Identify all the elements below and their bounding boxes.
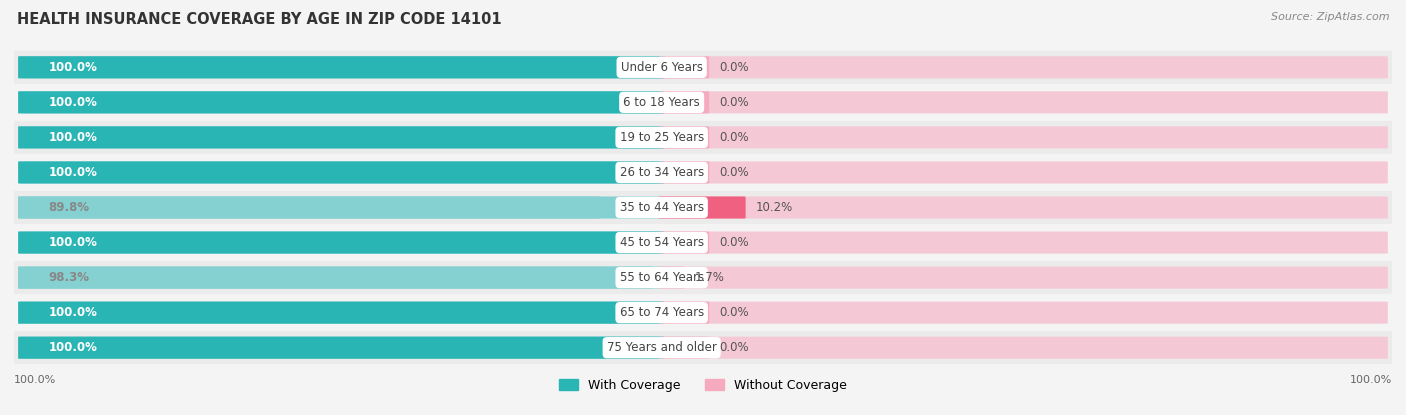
FancyBboxPatch shape <box>18 56 665 78</box>
FancyBboxPatch shape <box>659 127 709 149</box>
FancyBboxPatch shape <box>18 337 665 359</box>
FancyBboxPatch shape <box>7 261 1399 294</box>
FancyBboxPatch shape <box>18 232 665 254</box>
FancyBboxPatch shape <box>18 91 665 113</box>
FancyBboxPatch shape <box>7 226 1399 259</box>
Text: 0.0%: 0.0% <box>718 166 748 179</box>
FancyBboxPatch shape <box>18 127 665 149</box>
FancyBboxPatch shape <box>659 266 685 288</box>
FancyBboxPatch shape <box>659 91 709 113</box>
Text: 89.8%: 89.8% <box>48 201 90 214</box>
FancyBboxPatch shape <box>659 232 709 254</box>
Legend: With Coverage, Without Coverage: With Coverage, Without Coverage <box>554 374 852 397</box>
FancyBboxPatch shape <box>7 156 1399 189</box>
Text: 1.7%: 1.7% <box>695 271 724 284</box>
FancyBboxPatch shape <box>18 337 665 359</box>
Text: 100.0%: 100.0% <box>48 96 97 109</box>
FancyBboxPatch shape <box>7 331 1399 364</box>
FancyBboxPatch shape <box>659 161 709 183</box>
FancyBboxPatch shape <box>659 127 1388 149</box>
Text: Source: ZipAtlas.com: Source: ZipAtlas.com <box>1271 12 1389 22</box>
Text: 0.0%: 0.0% <box>718 96 748 109</box>
FancyBboxPatch shape <box>659 302 1388 324</box>
Text: 0.0%: 0.0% <box>718 236 748 249</box>
Text: 100.0%: 100.0% <box>48 306 97 319</box>
FancyBboxPatch shape <box>659 232 1388 254</box>
FancyBboxPatch shape <box>7 51 1399 84</box>
Text: 0.0%: 0.0% <box>718 131 748 144</box>
FancyBboxPatch shape <box>7 296 1399 329</box>
Text: 100.0%: 100.0% <box>1350 375 1392 385</box>
Text: 45 to 54 Years: 45 to 54 Years <box>620 236 704 249</box>
FancyBboxPatch shape <box>7 121 1399 154</box>
Text: 75 Years and older: 75 Years and older <box>607 341 717 354</box>
Text: 26 to 34 Years: 26 to 34 Years <box>620 166 704 179</box>
FancyBboxPatch shape <box>659 161 1388 183</box>
FancyBboxPatch shape <box>659 91 1388 113</box>
FancyBboxPatch shape <box>18 56 665 78</box>
Text: 35 to 44 Years: 35 to 44 Years <box>620 201 704 214</box>
Text: 98.3%: 98.3% <box>48 271 90 284</box>
Text: 55 to 64 Years: 55 to 64 Years <box>620 271 704 284</box>
FancyBboxPatch shape <box>659 56 709 78</box>
Text: 6 to 18 Years: 6 to 18 Years <box>623 96 700 109</box>
FancyBboxPatch shape <box>18 161 665 183</box>
Text: 19 to 25 Years: 19 to 25 Years <box>620 131 704 144</box>
FancyBboxPatch shape <box>18 302 665 324</box>
Text: 100.0%: 100.0% <box>48 341 97 354</box>
Text: 100.0%: 100.0% <box>48 61 97 74</box>
FancyBboxPatch shape <box>659 337 709 359</box>
FancyBboxPatch shape <box>659 302 709 324</box>
FancyBboxPatch shape <box>7 191 1399 224</box>
Text: 100.0%: 100.0% <box>14 375 56 385</box>
Text: 100.0%: 100.0% <box>48 131 97 144</box>
FancyBboxPatch shape <box>659 196 1388 219</box>
Text: 65 to 74 Years: 65 to 74 Years <box>620 306 704 319</box>
FancyBboxPatch shape <box>659 196 745 219</box>
FancyBboxPatch shape <box>659 337 1388 359</box>
Text: 100.0%: 100.0% <box>48 166 97 179</box>
FancyBboxPatch shape <box>18 302 665 324</box>
Text: 0.0%: 0.0% <box>718 341 748 354</box>
FancyBboxPatch shape <box>659 266 1388 288</box>
FancyBboxPatch shape <box>18 266 654 288</box>
FancyBboxPatch shape <box>7 86 1399 119</box>
Text: 100.0%: 100.0% <box>48 236 97 249</box>
FancyBboxPatch shape <box>18 196 665 219</box>
Text: 0.0%: 0.0% <box>718 61 748 74</box>
FancyBboxPatch shape <box>18 161 665 183</box>
Text: Under 6 Years: Under 6 Years <box>620 61 703 74</box>
FancyBboxPatch shape <box>18 266 665 288</box>
Text: HEALTH INSURANCE COVERAGE BY AGE IN ZIP CODE 14101: HEALTH INSURANCE COVERAGE BY AGE IN ZIP … <box>17 12 502 27</box>
Text: 10.2%: 10.2% <box>755 201 793 214</box>
FancyBboxPatch shape <box>659 56 1388 78</box>
FancyBboxPatch shape <box>18 232 665 254</box>
Text: 0.0%: 0.0% <box>718 306 748 319</box>
FancyBboxPatch shape <box>18 196 600 219</box>
FancyBboxPatch shape <box>18 91 665 113</box>
FancyBboxPatch shape <box>18 127 665 149</box>
